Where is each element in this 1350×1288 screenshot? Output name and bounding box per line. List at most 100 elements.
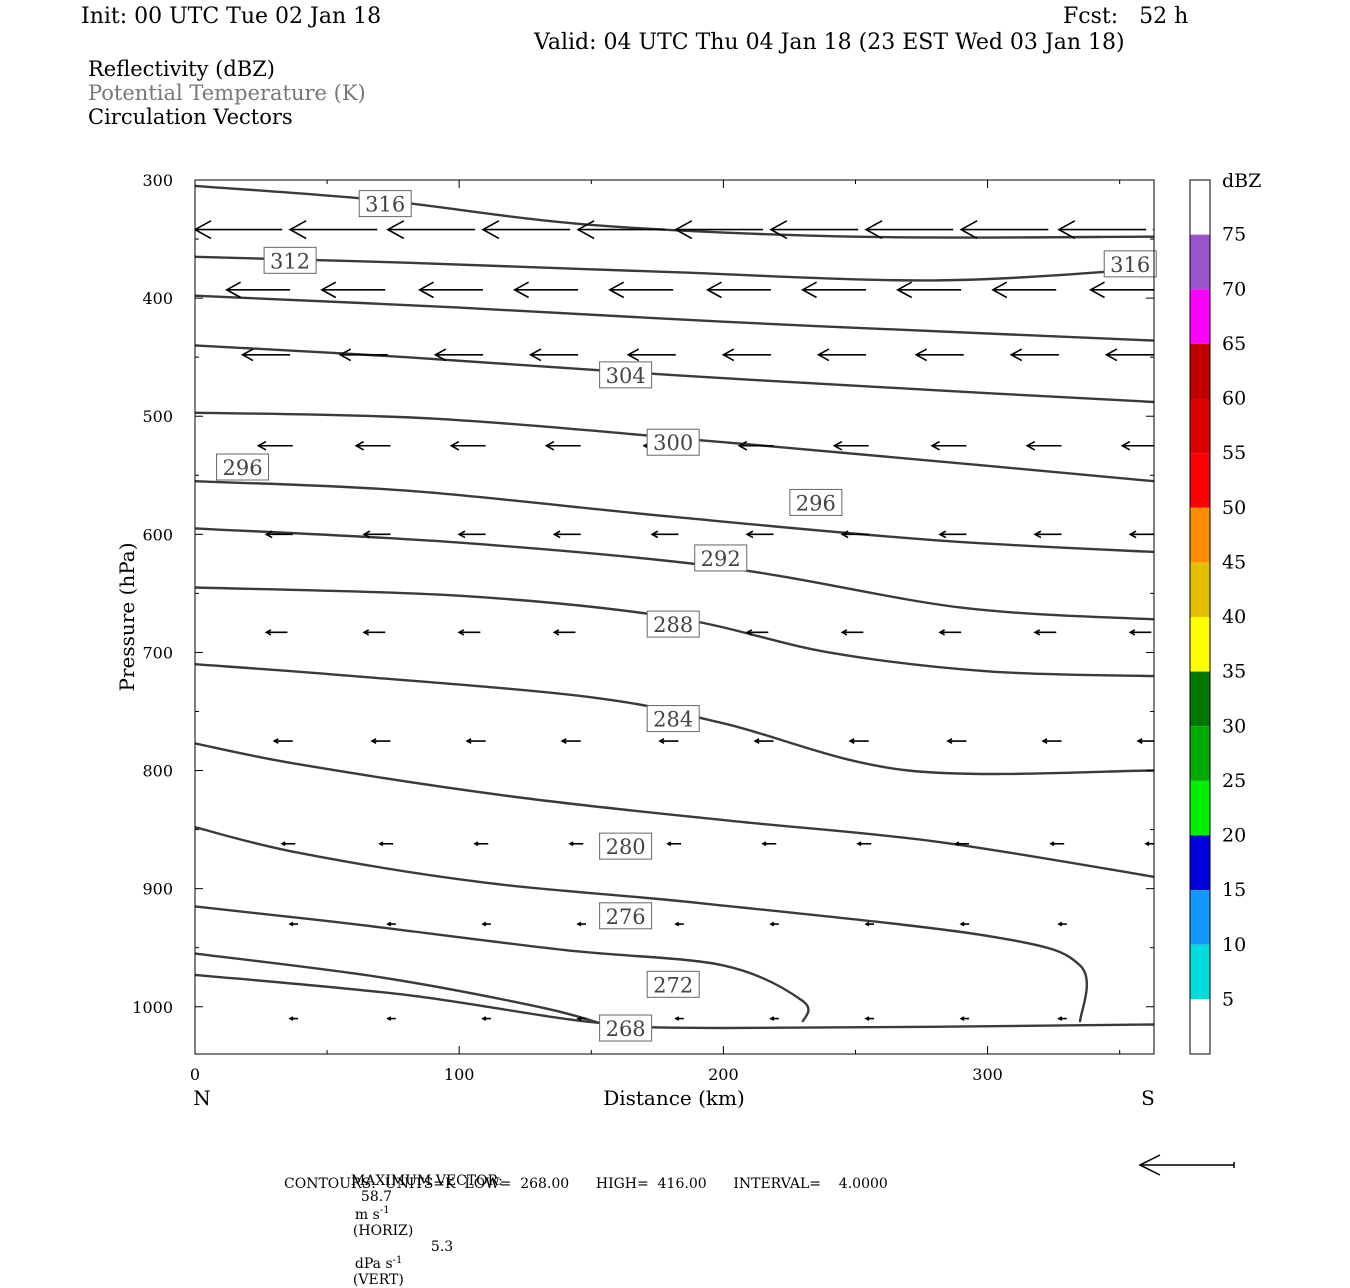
circulation-vector <box>1144 841 1154 847</box>
contour-labels: 316 312 316 304 300 296 296 292 288 284 280 276 272 2… <box>216 190 1157 1042</box>
circulation-vector <box>800 281 867 299</box>
circulation-vector <box>386 1016 396 1021</box>
vector-head <box>1104 348 1118 362</box>
colorbar-label: 65 <box>1222 333 1246 355</box>
theta-contour-308 <box>195 344 1154 404</box>
circulation-vector <box>568 841 584 847</box>
vector-head <box>1152 353 1154 356</box>
vector-head <box>840 629 848 636</box>
colorbar-label: 40 <box>1222 606 1246 628</box>
contour-label-312: 312 <box>270 249 310 273</box>
vector-head <box>465 738 472 744</box>
circulation-vector <box>264 530 293 539</box>
vector-head <box>264 629 272 636</box>
vector-head <box>1049 841 1055 847</box>
circulation-vector <box>938 530 967 539</box>
vector-head <box>1120 440 1131 451</box>
circulation-vector <box>1120 440 1154 451</box>
circulation-vector <box>650 530 679 539</box>
theta-contour-316 <box>195 255 1154 282</box>
circulation-vector <box>674 220 764 240</box>
vector-head <box>449 440 460 451</box>
circulation-vector <box>288 1016 299 1021</box>
circulation-vector <box>338 348 388 362</box>
circulation-vector <box>240 348 291 362</box>
colorbar-bin <box>1190 726 1210 781</box>
vector-head <box>954 841 960 847</box>
colorbar-bin <box>1190 890 1210 945</box>
contour-label-box <box>599 361 653 389</box>
vector-head <box>816 348 830 362</box>
vector-head <box>1009 348 1023 362</box>
vector-head <box>528 348 542 362</box>
vector-head <box>769 921 775 927</box>
colorbar-bin <box>1190 289 1210 344</box>
horiz-tag: (HORIZ) <box>352 1222 414 1239</box>
vector-head <box>769 220 788 240</box>
circulation-vector <box>769 220 859 240</box>
vector-head <box>856 841 862 847</box>
x-axis-label: Distance (km) <box>603 1086 745 1110</box>
contour-label-276: 276 <box>606 905 646 929</box>
contours-info: CONTOURS: UNITS=K LOW= 268.00 HIGH= 416.… <box>284 1176 888 1192</box>
circulation-vector <box>1088 281 1154 299</box>
contour-label-292: 292 <box>701 547 741 571</box>
vector-head <box>848 738 855 744</box>
colorbar-label: 70 <box>1222 278 1246 300</box>
contour-label-box <box>358 190 412 218</box>
circulation-vector <box>465 738 486 744</box>
circulation-vector <box>959 1016 970 1021</box>
vector-head <box>1128 629 1136 636</box>
contour-label-box <box>646 610 700 638</box>
theta-contour-296 <box>195 527 1154 621</box>
circulation-vector <box>721 348 771 362</box>
contour-label-box <box>646 970 700 998</box>
circulation-vector <box>816 348 867 362</box>
contour-label-304: 304 <box>606 364 646 388</box>
circulation-vector <box>256 440 293 451</box>
circulation-vector <box>991 281 1057 299</box>
colorbar-bin <box>1190 507 1210 563</box>
circulation-vector <box>674 921 684 927</box>
circulation-vector <box>769 1016 779 1021</box>
contour-label-box <box>646 705 700 733</box>
circulation-vector <box>280 841 296 847</box>
circulation-vector <box>864 921 874 927</box>
legend-reflectivity: Reflectivity (dBZ) <box>88 57 276 81</box>
theta-contour-304 <box>195 411 1154 483</box>
vector-head <box>1144 841 1150 847</box>
circulation-vector <box>737 440 774 451</box>
vector-head <box>930 440 941 451</box>
vector-head <box>938 629 946 636</box>
circulation-vector <box>832 440 869 451</box>
colorbar-bin <box>1190 617 1210 672</box>
vector-head <box>481 921 487 927</box>
colorbar-title: dBZ <box>1222 170 1261 192</box>
vector-head <box>576 1016 582 1021</box>
vector-head <box>552 629 560 636</box>
vector-head <box>378 841 384 847</box>
vector-head <box>761 841 767 847</box>
x-tick-label: 100 <box>444 1065 475 1084</box>
vector-head <box>1088 281 1105 299</box>
forecast-hour: Fcst: 52 h <box>1063 4 1189 29</box>
vector-head <box>288 921 294 927</box>
theta-contour-284 <box>195 742 1154 878</box>
y-tick-label: 900 <box>142 880 173 899</box>
contour-label-316: 316 <box>1110 253 1150 277</box>
contour-label-268: 268 <box>606 1017 646 1041</box>
vector-head <box>959 1016 965 1021</box>
colorbar-bin <box>1190 343 1210 399</box>
vector-head <box>264 530 273 539</box>
contour-label-272: 272 <box>653 973 693 997</box>
colorbar-bin <box>1190 671 1210 727</box>
circulation-vector <box>576 220 666 240</box>
circulation-vectors <box>195 220 1154 1021</box>
vector-head <box>959 921 965 927</box>
circulation-vector <box>938 629 962 636</box>
circulation-vector <box>378 841 394 847</box>
circulation-vector <box>914 348 964 362</box>
colorbar-label: 30 <box>1222 715 1246 737</box>
y-tick-label: 700 <box>142 643 173 662</box>
circulation-vector <box>481 921 491 927</box>
